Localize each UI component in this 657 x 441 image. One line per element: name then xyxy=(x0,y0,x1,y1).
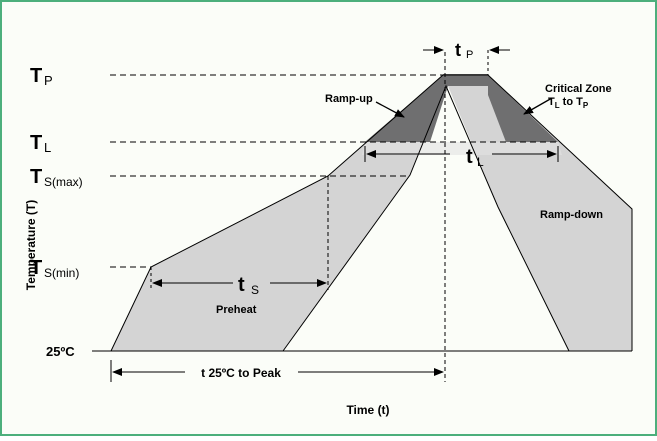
critical-t2: T xyxy=(576,96,583,108)
tp-duration-main: t xyxy=(455,40,461,60)
tsmin-label-sub: S(min) xyxy=(44,266,79,280)
tsmin-label-main: T xyxy=(30,257,42,279)
tl-duration-sub: L xyxy=(477,155,484,169)
t25-to-peak-label: t 25ºC to Peak xyxy=(201,366,281,380)
x-axis-title: Time (t) xyxy=(346,403,389,417)
tsmax-label-sub: S(max) xyxy=(44,175,83,189)
tl-label-main: T xyxy=(30,132,42,154)
tp-label-main: T xyxy=(30,65,42,87)
critical-t1-sub: L xyxy=(555,101,560,110)
tsmax-label-main: T xyxy=(30,166,42,188)
ramp-down-label: Ramp-down xyxy=(540,209,603,221)
tl-band xyxy=(362,142,562,155)
y-axis-title: Temperature (T) xyxy=(24,200,38,290)
t25-label: 25ºC xyxy=(46,344,75,359)
critical-to: to xyxy=(560,96,577,108)
tp-duration-sub: P xyxy=(466,49,473,61)
critical-zone-label: Critical Zone xyxy=(545,83,612,95)
critical-t2-sub: P xyxy=(583,101,589,110)
peak-zone xyxy=(443,74,488,86)
tp-label-sub: P xyxy=(44,73,53,88)
ts-label-sub: S xyxy=(251,283,259,297)
tl-label-sub: L xyxy=(44,140,51,155)
critical-zone-range: TL to TP xyxy=(548,96,589,110)
ts-label-main: t xyxy=(238,274,245,296)
preheat-label: Preheat xyxy=(216,304,257,316)
ramp-up-pointer xyxy=(375,101,405,118)
tl-duration-main: t xyxy=(466,146,473,168)
critical-zone-pointer xyxy=(523,97,553,115)
critical-t1: T xyxy=(548,96,555,108)
profile-lower-curve xyxy=(282,84,570,352)
ramp-up-label: Ramp-up xyxy=(325,93,373,105)
